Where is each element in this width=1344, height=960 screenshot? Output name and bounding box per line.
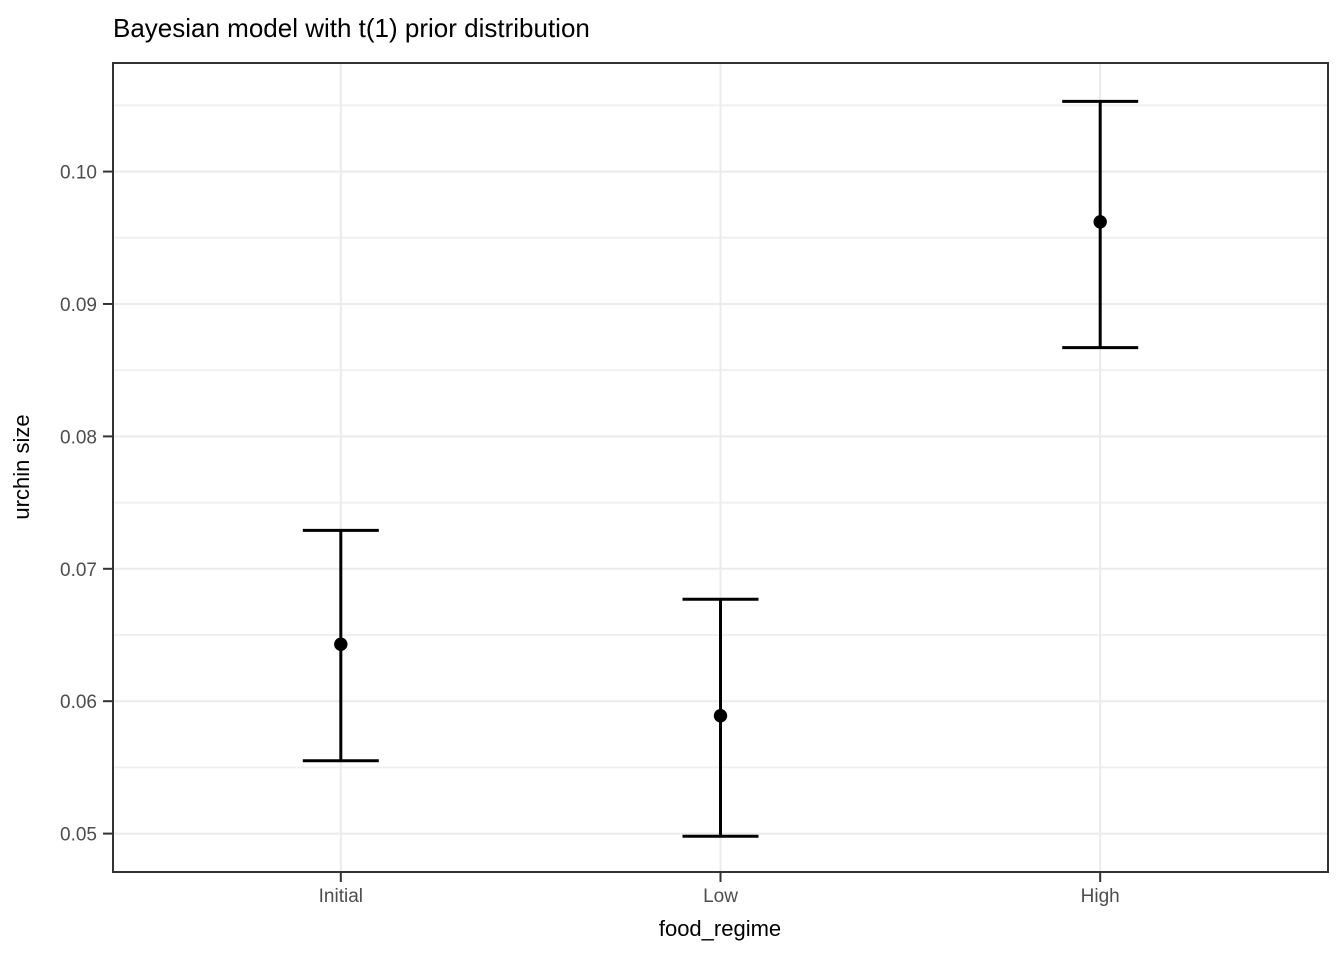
y-tick-label: 0.09 — [60, 295, 97, 316]
y-tick-label: 0.05 — [60, 825, 97, 846]
point-estimate — [334, 637, 348, 651]
x-tick-label: Low — [703, 886, 738, 907]
point-estimate — [1093, 215, 1107, 229]
y-tick-label: 0.10 — [60, 163, 97, 184]
x-axis-title: food_regime — [658, 916, 782, 941]
chart-title: Bayesian model with t(1) prior distribut… — [113, 13, 590, 43]
point-estimate — [713, 709, 728, 723]
x-tick-label: High — [1081, 886, 1120, 907]
y-tick-label: 0.06 — [60, 692, 97, 713]
y-tick-label: 0.07 — [60, 560, 97, 581]
y-tick-label: 0.08 — [60, 427, 97, 448]
x-tick-label: Initial — [319, 886, 363, 907]
